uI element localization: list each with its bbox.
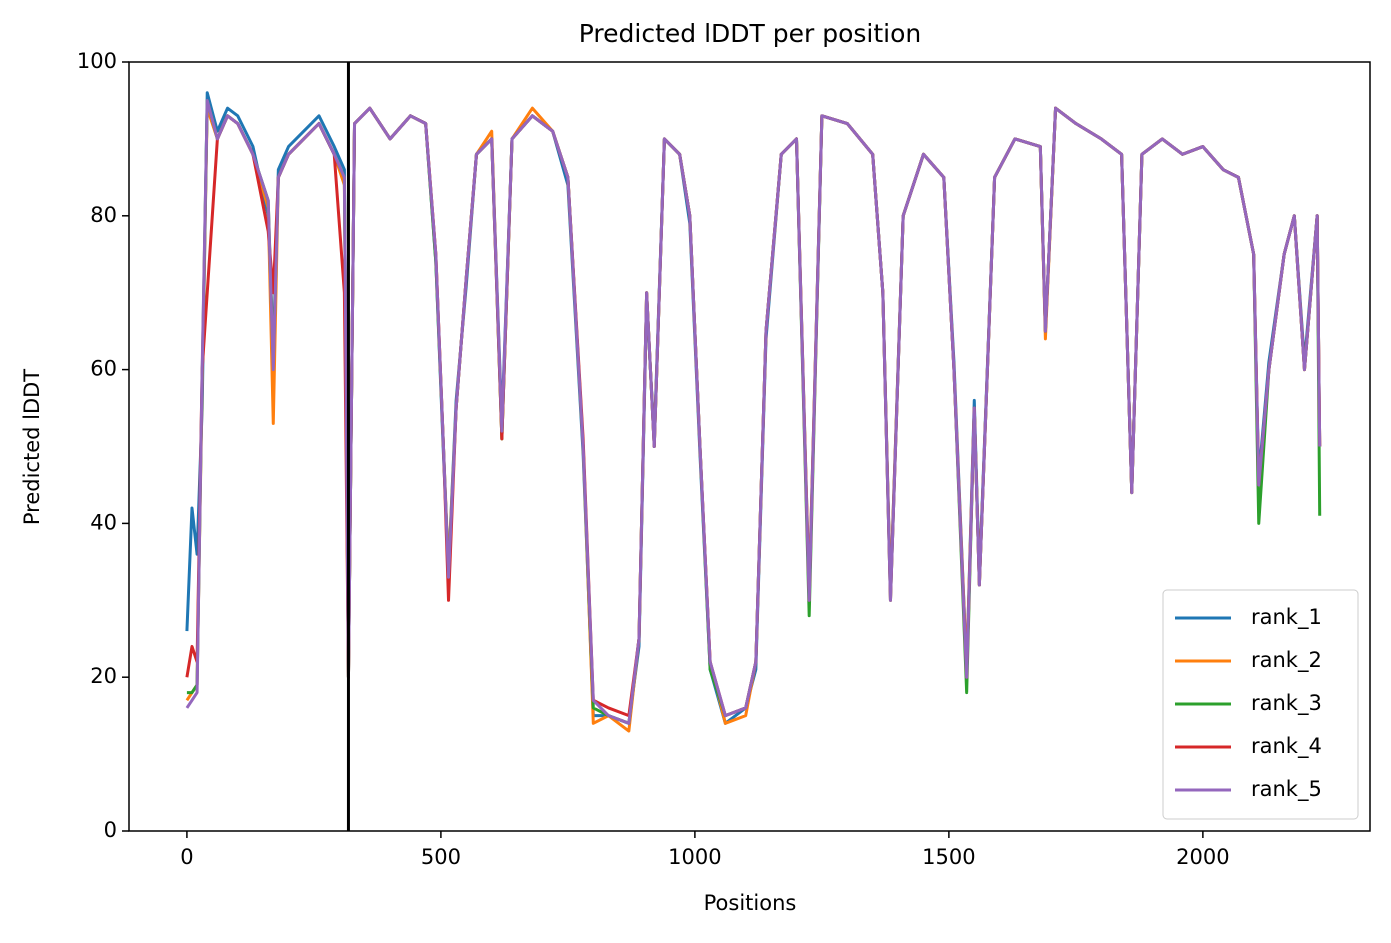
legend-label: rank_1 <box>1251 605 1322 630</box>
series-line <box>185 106 1322 733</box>
y-tick-label: 40 <box>90 510 117 534</box>
legend-label: rank_2 <box>1251 648 1322 673</box>
y-tick-label: 60 <box>90 357 117 381</box>
chart-title: Predicted lDDT per position <box>579 19 921 48</box>
x-tick-label: 1500 <box>922 845 975 869</box>
series-line <box>185 98 1322 725</box>
series-line <box>186 98 1322 725</box>
legend-label: rank_4 <box>1251 734 1322 759</box>
x-tick-label: 1000 <box>668 845 721 869</box>
x-axis-label: Positions <box>704 891 797 915</box>
x-tick-label: 2000 <box>1176 845 1229 869</box>
x-tick-label: 500 <box>421 845 461 869</box>
legend-label: rank_5 <box>1251 777 1322 802</box>
y-tick-label: 80 <box>90 203 117 227</box>
y-tick-label: 100 <box>77 49 117 73</box>
series-line <box>185 91 1322 725</box>
plot-frame <box>128 61 1371 832</box>
y-axis-label: Predicted lDDT <box>20 369 44 525</box>
x-tick-label: 0 <box>180 845 193 869</box>
legend: rank_1 rank_2 rank_3 rank_4 rank_5 <box>1162 589 1359 820</box>
y-tick-label: 20 <box>90 664 117 688</box>
y-tick-label: 0 <box>104 818 117 842</box>
series-line <box>185 106 1322 718</box>
legend-label: rank_3 <box>1251 691 1322 716</box>
legend-box <box>1162 589 1359 820</box>
